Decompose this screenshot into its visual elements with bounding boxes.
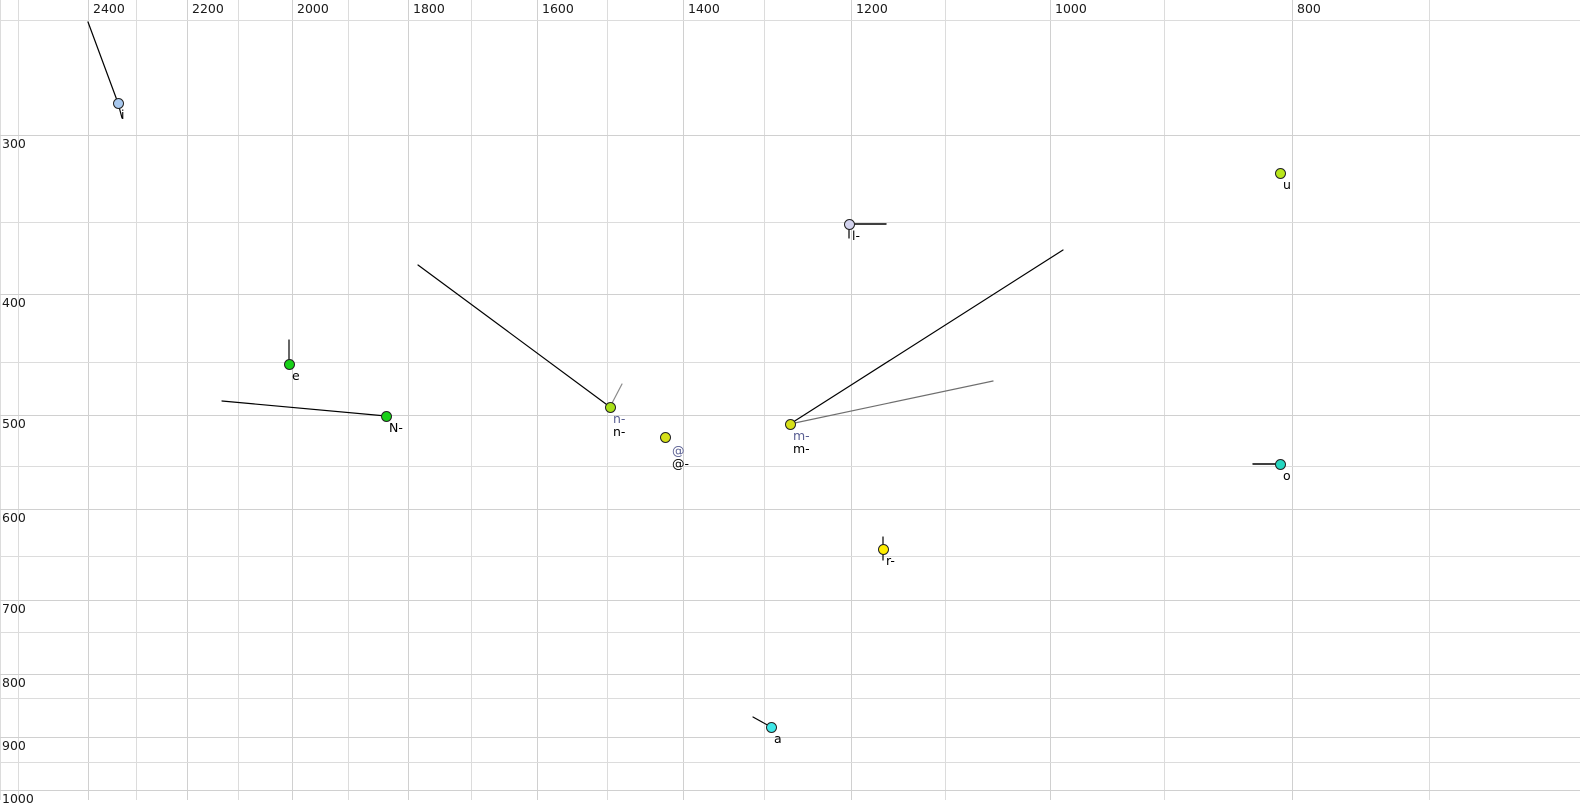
data-point-label-ghost-6: m- <box>793 428 810 443</box>
y-tick-label-1000: 1000 <box>2 791 34 806</box>
data-point-label-r: r- <box>886 553 895 568</box>
x-tick-label-2400: 2400 <box>93 1 125 16</box>
data-point-label-o: o <box>1283 468 1291 483</box>
connector-line-i-trail <box>87 21 119 104</box>
data-point-N-marker[interactable] <box>380 410 392 422</box>
x-tick-label-1200: 1200 <box>856 1 888 16</box>
data-point-label-m: m- <box>793 441 810 456</box>
data-point-label-ghost-7: @ <box>672 443 685 458</box>
y-tick-label-700: 700 <box>2 601 26 616</box>
y-tick-label-500: 500 <box>2 416 26 431</box>
data-point-u-marker[interactable] <box>1274 167 1286 179</box>
x-tick-label-800: 800 <box>1297 1 1321 16</box>
y-tick-label-300: 300 <box>2 136 26 151</box>
data-point-label-u: u <box>1283 177 1291 192</box>
connector-line-m-trail-b <box>789 380 994 425</box>
data-point--marker[interactable] <box>659 431 671 443</box>
data-point-label-ghost-4: n- <box>613 411 626 426</box>
x-tick-label-2200: 2200 <box>192 1 224 16</box>
data-point-m-marker[interactable] <box>784 418 796 430</box>
x-tick-label-1800: 1800 <box>413 1 445 16</box>
data-point-r-marker[interactable] <box>877 543 889 555</box>
data-point-a-marker[interactable] <box>765 721 777 733</box>
connector-line-N-trail <box>221 400 387 417</box>
y-tick-label-400: 400 <box>2 295 26 310</box>
x-tick-label-1600: 1600 <box>542 1 574 16</box>
data-point-label-a: a <box>774 731 782 746</box>
data-point-i-marker[interactable] <box>112 97 124 109</box>
data-point-label-N: N- <box>389 420 403 435</box>
data-point-e-marker[interactable] <box>283 358 295 370</box>
data-point-label-l: l- <box>852 228 860 243</box>
data-point-label-: @- <box>672 456 690 471</box>
data-point-n-marker[interactable] <box>604 401 616 413</box>
x-tick-label-2000: 2000 <box>297 1 329 16</box>
connector-line-n-trail <box>417 264 611 408</box>
data-point-label-e: e <box>292 368 300 383</box>
data-point-o-marker[interactable] <box>1274 458 1286 470</box>
connector-line-m-trail-a <box>789 249 1064 425</box>
data-point-label-i: i <box>121 107 125 122</box>
y-tick-label-900: 900 <box>2 738 26 753</box>
y-tick-label-600: 600 <box>2 510 26 525</box>
x-tick-label-1400: 1400 <box>688 1 720 16</box>
x-tick-label-1000: 1000 <box>1055 1 1087 16</box>
data-point-label-n: n- <box>613 424 626 439</box>
data-point-l-marker[interactable] <box>843 218 855 230</box>
y-tick-label-800: 800 <box>2 675 26 690</box>
